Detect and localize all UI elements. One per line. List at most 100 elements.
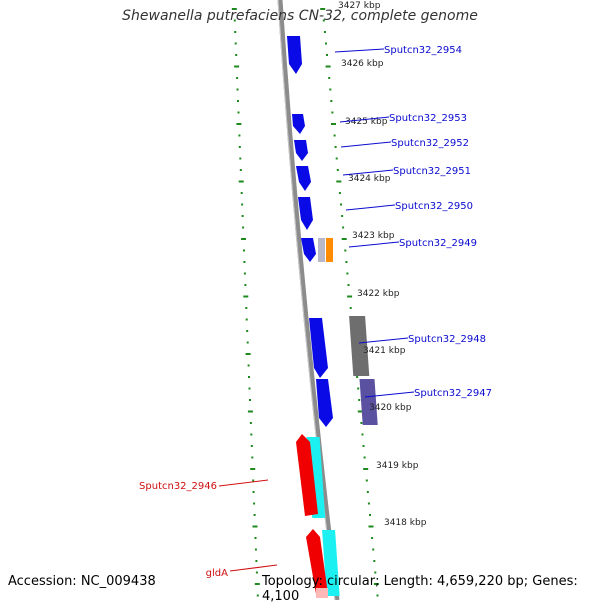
- minor-tick: [246, 341, 249, 344]
- minor-tick: [367, 502, 370, 505]
- cds-sputcn32-2952[interactable]: [294, 140, 308, 161]
- gene-label-sputcn32-2949[interactable]: Sputcn32_2949: [399, 238, 477, 249]
- kbp-label: 3420 kbp: [369, 403, 412, 413]
- major-tick: [241, 238, 246, 240]
- major-tick: [231, 8, 237, 10]
- major-tick: [341, 238, 347, 240]
- gene-label-sputcn32-2948[interactable]: Sputcn32_2948: [408, 334, 486, 345]
- cds-sputcn32-2951[interactable]: [296, 166, 311, 191]
- major-tick: [234, 65, 240, 68]
- cds-features: [287, 36, 378, 598]
- cds-sputcn32-2946[interactable]: [296, 434, 318, 516]
- minor-tick: [336, 169, 339, 171]
- minor-tick: [358, 399, 361, 401]
- minor-tick: [335, 157, 338, 160]
- minor-tick: [249, 399, 251, 401]
- cds-sputcn32-2950[interactable]: [298, 197, 313, 230]
- kbp-label: 3427 kbp: [338, 1, 381, 11]
- minor-tick: [254, 537, 257, 539]
- cds-sputcn32-2947[interactable]: [316, 379, 333, 427]
- minor-tick: [234, 42, 237, 45]
- leader-line: [364, 391, 415, 398]
- cds-sputcn32-2953[interactable]: [292, 114, 305, 134]
- gene-label-sputcn32-2947[interactable]: Sputcn32_2947: [414, 388, 492, 399]
- cds-sputcn32-2949[interactable]: [301, 238, 316, 262]
- minor-tick: [235, 54, 238, 56]
- minor-tick: [344, 249, 347, 252]
- minor-tick: [254, 548, 257, 551]
- gene-label-sputcn32-2946[interactable]: Sputcn32_2946: [139, 481, 217, 492]
- minor-tick: [248, 376, 250, 378]
- gene-label-sputcn32-2954[interactable]: Sputcn32_2954: [384, 45, 462, 56]
- minor-tick: [341, 215, 344, 217]
- minor-tick: [242, 226, 245, 229]
- minor-tick: [234, 31, 237, 33]
- leader-line: [345, 204, 396, 211]
- major-tick: [252, 525, 258, 528]
- cds-2948-gray-segment[interactable]: [349, 316, 370, 376]
- minor-tick: [252, 479, 255, 482]
- cds-sputcn32-2954[interactable]: [287, 36, 302, 74]
- minor-tick: [331, 111, 334, 114]
- minor-tick: [252, 491, 255, 493]
- gene-label-gldA[interactable]: gldA: [206, 568, 228, 579]
- minor-tick: [357, 387, 360, 390]
- cds-2949-orange-segment[interactable]: [326, 238, 333, 262]
- minor-tick: [371, 537, 374, 539]
- gene-label-sputcn32-2951[interactable]: Sputcn32_2951: [393, 166, 471, 177]
- minor-tick: [366, 491, 369, 493]
- cds-2949-light-segment[interactable]: [318, 238, 325, 262]
- leader-line: [218, 479, 269, 487]
- major-tick: [320, 8, 326, 10]
- gene-label-sputcn32-2953[interactable]: Sputcn32_2953: [389, 113, 467, 124]
- gene-label-sputcn32-2950[interactable]: Sputcn32_2950: [395, 201, 473, 212]
- kbp-label: 3424 kbp: [348, 174, 391, 184]
- gene-label-sputcn32-2952[interactable]: Sputcn32_2952: [391, 138, 469, 149]
- minor-tick: [250, 433, 253, 436]
- minor-tick: [349, 307, 352, 309]
- minor-tick: [346, 272, 349, 275]
- kbp-labels: 3427 kbp 3426 kbp 3425 kbp 3424 kbp 3423…: [338, 1, 427, 528]
- minor-tick: [360, 422, 363, 424]
- minor-tick: [245, 318, 248, 321]
- minor-tick: [347, 284, 350, 286]
- minor-tick: [325, 42, 327, 45]
- cds-gldA-cyan-segment[interactable]: [322, 530, 340, 596]
- major-tick: [247, 410, 253, 413]
- leader-line: [358, 337, 409, 344]
- minor-tick: [323, 31, 326, 33]
- minor-tick: [243, 261, 246, 263]
- minor-tick: [374, 571, 377, 574]
- minor-tick: [245, 307, 248, 309]
- cds-gldA-pink-tail: [316, 588, 328, 598]
- minor-tick: [334, 146, 337, 148]
- minor-tick: [236, 77, 239, 79]
- minor-tick: [248, 387, 251, 390]
- map-title: Shewanella putrefaciens CN-32, complete …: [122, 8, 478, 24]
- minor-tick: [250, 445, 253, 447]
- minor-tick: [239, 169, 242, 171]
- kbp-label: 3419 kbp: [376, 461, 419, 471]
- leader-line: [339, 116, 390, 123]
- leader-line: [334, 48, 385, 53]
- minor-tick: [251, 456, 254, 459]
- major-tick: [363, 468, 369, 470]
- major-tick: [331, 123, 336, 125]
- minor-tick: [243, 272, 246, 275]
- genome-backbone: [277, 0, 340, 601]
- kbp-label: 3422 kbp: [357, 289, 400, 299]
- major-tick: [238, 180, 244, 183]
- cds-sputcn32-2948[interactable]: [309, 318, 328, 378]
- cds-2947-slate-segment[interactable]: [359, 379, 378, 425]
- minor-tick: [256, 594, 259, 597]
- minor-tick: [249, 422, 252, 424]
- major-tick: [336, 180, 342, 183]
- cds-gldA[interactable]: [306, 529, 328, 594]
- minor-tick: [333, 134, 336, 137]
- major-tick: [368, 525, 374, 528]
- minor-tick: [246, 330, 249, 332]
- minor-tick: [330, 100, 333, 102]
- minor-tick: [340, 203, 342, 206]
